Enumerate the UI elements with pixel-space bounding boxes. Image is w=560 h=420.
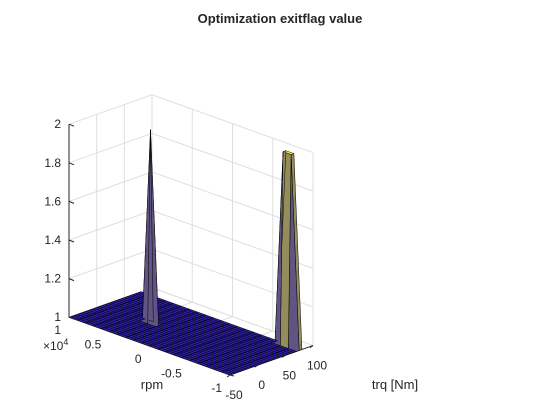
surface-layer bbox=[68, 129, 303, 376]
z-tick-label: 1.6 bbox=[44, 194, 61, 208]
y-axis-exponent: ×104 bbox=[43, 337, 68, 353]
x-tick-label: 50 bbox=[283, 368, 297, 382]
y-tick-label: 0 bbox=[135, 352, 142, 366]
grid-line-back-z bbox=[68, 132, 153, 164]
grid-line-back-z bbox=[68, 94, 153, 125]
tick-mark bbox=[68, 239, 75, 243]
tick-mark bbox=[68, 200, 75, 204]
z-tick-label: 1.4 bbox=[44, 233, 61, 247]
chart-title: Optimization exitflag value bbox=[198, 11, 363, 26]
y-tick-label: 1 bbox=[54, 323, 61, 337]
tick-mark bbox=[109, 331, 114, 334]
z-tick-label: 1.8 bbox=[44, 156, 61, 170]
tick-mark bbox=[189, 360, 194, 363]
y-axis-exponent-base: ×10 bbox=[43, 339, 64, 353]
tick-mark bbox=[68, 162, 75, 166]
grid-line-back-z bbox=[68, 171, 153, 202]
tick-mark bbox=[149, 345, 154, 348]
grid-line-back-z bbox=[68, 210, 153, 241]
tick-mark bbox=[68, 123, 75, 127]
tick-mark bbox=[68, 278, 75, 282]
x-axis-label: trq [Nm] bbox=[372, 377, 418, 392]
grid-line-side-z bbox=[151, 94, 314, 154]
y-tick-label: 0.5 bbox=[85, 338, 102, 352]
x-tick-label: 100 bbox=[307, 359, 327, 373]
tick-mark bbox=[282, 354, 286, 358]
x-tick-label: 0 bbox=[258, 378, 265, 392]
y-axis-label: rpm bbox=[141, 377, 163, 392]
tick-mark bbox=[254, 364, 258, 368]
tick-mark bbox=[226, 374, 231, 378]
tick-mark bbox=[68, 316, 75, 320]
y-axis-exponent-power: 4 bbox=[63, 337, 68, 347]
tick-mark bbox=[309, 345, 314, 348]
ticks-layer: -50 0 50 100 -1 -0.5 0 0.5 11 1.2 1.4 1.6 1.8 2 bbox=[44, 117, 327, 402]
grid-line-back-z bbox=[68, 248, 153, 280]
y-tick-label: -1 bbox=[211, 381, 222, 395]
tick-mark bbox=[229, 374, 235, 377]
z-tick-label: 1.2 bbox=[44, 272, 61, 286]
z-tick-label: 2 bbox=[54, 117, 61, 131]
z-tick-label: 1 bbox=[54, 310, 61, 324]
y-tick-label: -0.5 bbox=[161, 367, 182, 381]
x-tick-label: -50 bbox=[225, 388, 243, 402]
